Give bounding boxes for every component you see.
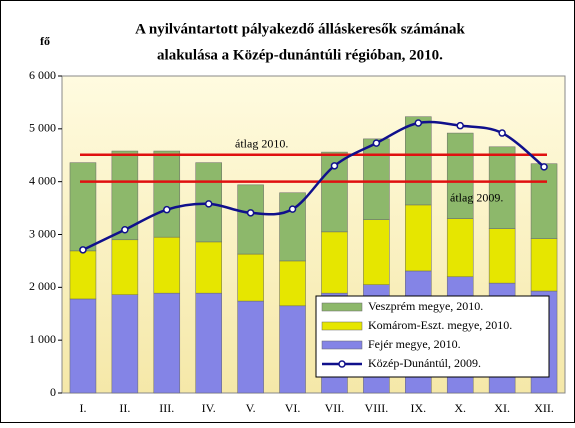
bar-segment: [405, 116, 432, 206]
line-marker: [456, 121, 464, 130]
x-tick-label: X.: [454, 401, 466, 415]
bar-segment: [363, 219, 390, 285]
legend-label: Közép-Dunántúl, 2009.: [368, 356, 481, 370]
x-tick-label: I.: [79, 401, 86, 415]
x-tick-label: XII.: [534, 401, 554, 415]
bar-segment: [321, 231, 348, 294]
y-axis-label: fő: [40, 34, 50, 48]
bar-segment: [488, 228, 516, 284]
line-marker: [330, 162, 339, 170]
bar-segment: [69, 250, 97, 300]
legend-swatch: [321, 321, 363, 331]
annotation: átlag 2009.: [450, 190, 503, 204]
y-tick-label: 6 000: [29, 68, 56, 82]
y-tick-label: 1 000: [29, 332, 56, 346]
line-marker: [288, 205, 297, 213]
bar-segment: [405, 204, 432, 272]
bar-segment: [111, 294, 139, 394]
bar-segment: [195, 241, 222, 294]
line-marker: [204, 200, 213, 208]
y-tick-label: 4 000: [29, 173, 56, 187]
line-marker: [246, 209, 255, 217]
x-tick-label: III.: [159, 401, 174, 415]
line-marker: [540, 163, 548, 171]
line-marker: [79, 246, 87, 254]
bar-segment: [237, 253, 264, 302]
x-tick-label: XI.: [494, 401, 510, 415]
bar-segment: [153, 150, 181, 238]
line-marker: [498, 129, 506, 137]
line-marker: [414, 119, 423, 127]
legend-label: Komárom-Eszt. megye, 2010.: [368, 318, 512, 332]
x-tick-label: IV.: [202, 401, 216, 415]
legend-label: Fejér megye, 2010.: [368, 337, 461, 351]
legend-swatch: [338, 360, 346, 368]
line-marker: [121, 225, 129, 234]
bar-segment: [363, 138, 390, 220]
x-tick-label: VI.: [285, 401, 301, 415]
legend-swatch: [321, 302, 363, 312]
y-tick-label: 5 000: [29, 121, 56, 135]
bar-segment: [279, 260, 306, 307]
bar-segment: [237, 184, 264, 255]
bar-segment: [321, 151, 348, 233]
x-tick-label: VIII.: [365, 401, 389, 415]
bar-segment: [111, 239, 139, 295]
bar-segment: [279, 305, 306, 394]
y-tick-label: 3 000: [29, 226, 56, 240]
bar-segment: [446, 218, 474, 278]
bar-segment: [446, 132, 474, 219]
bar-segment: [530, 163, 558, 239]
bar-segment: [530, 238, 558, 292]
line-marker: [372, 139, 381, 147]
bar-segment: [237, 300, 264, 394]
annotation: átlag 2010.: [235, 136, 288, 150]
bar-segment: [153, 236, 181, 294]
bar-segment: [69, 162, 97, 252]
x-tick-label: II.: [119, 401, 130, 415]
legend-label: Veszprém megye, 2010.: [368, 299, 483, 313]
bar-segment: [153, 292, 181, 394]
x-tick-label: V.: [246, 401, 256, 415]
x-tick-label: IX.: [410, 401, 426, 415]
legend-swatch: [321, 340, 363, 350]
bar-segment: [279, 192, 306, 262]
y-tick-label: 0: [50, 385, 56, 399]
title-line: A nyilvántartott pályakezdő álláskeresők…: [135, 21, 465, 37]
bar-segment: [488, 146, 516, 229]
x-tick-label: VII.: [325, 401, 345, 415]
y-tick-label: 2 000: [29, 279, 56, 293]
bar-segment: [195, 292, 222, 394]
bar-segment: [69, 298, 97, 394]
title-line: alakulása a Közép-dunántúli régióban, 20…: [157, 47, 443, 63]
line-marker: [163, 205, 171, 214]
